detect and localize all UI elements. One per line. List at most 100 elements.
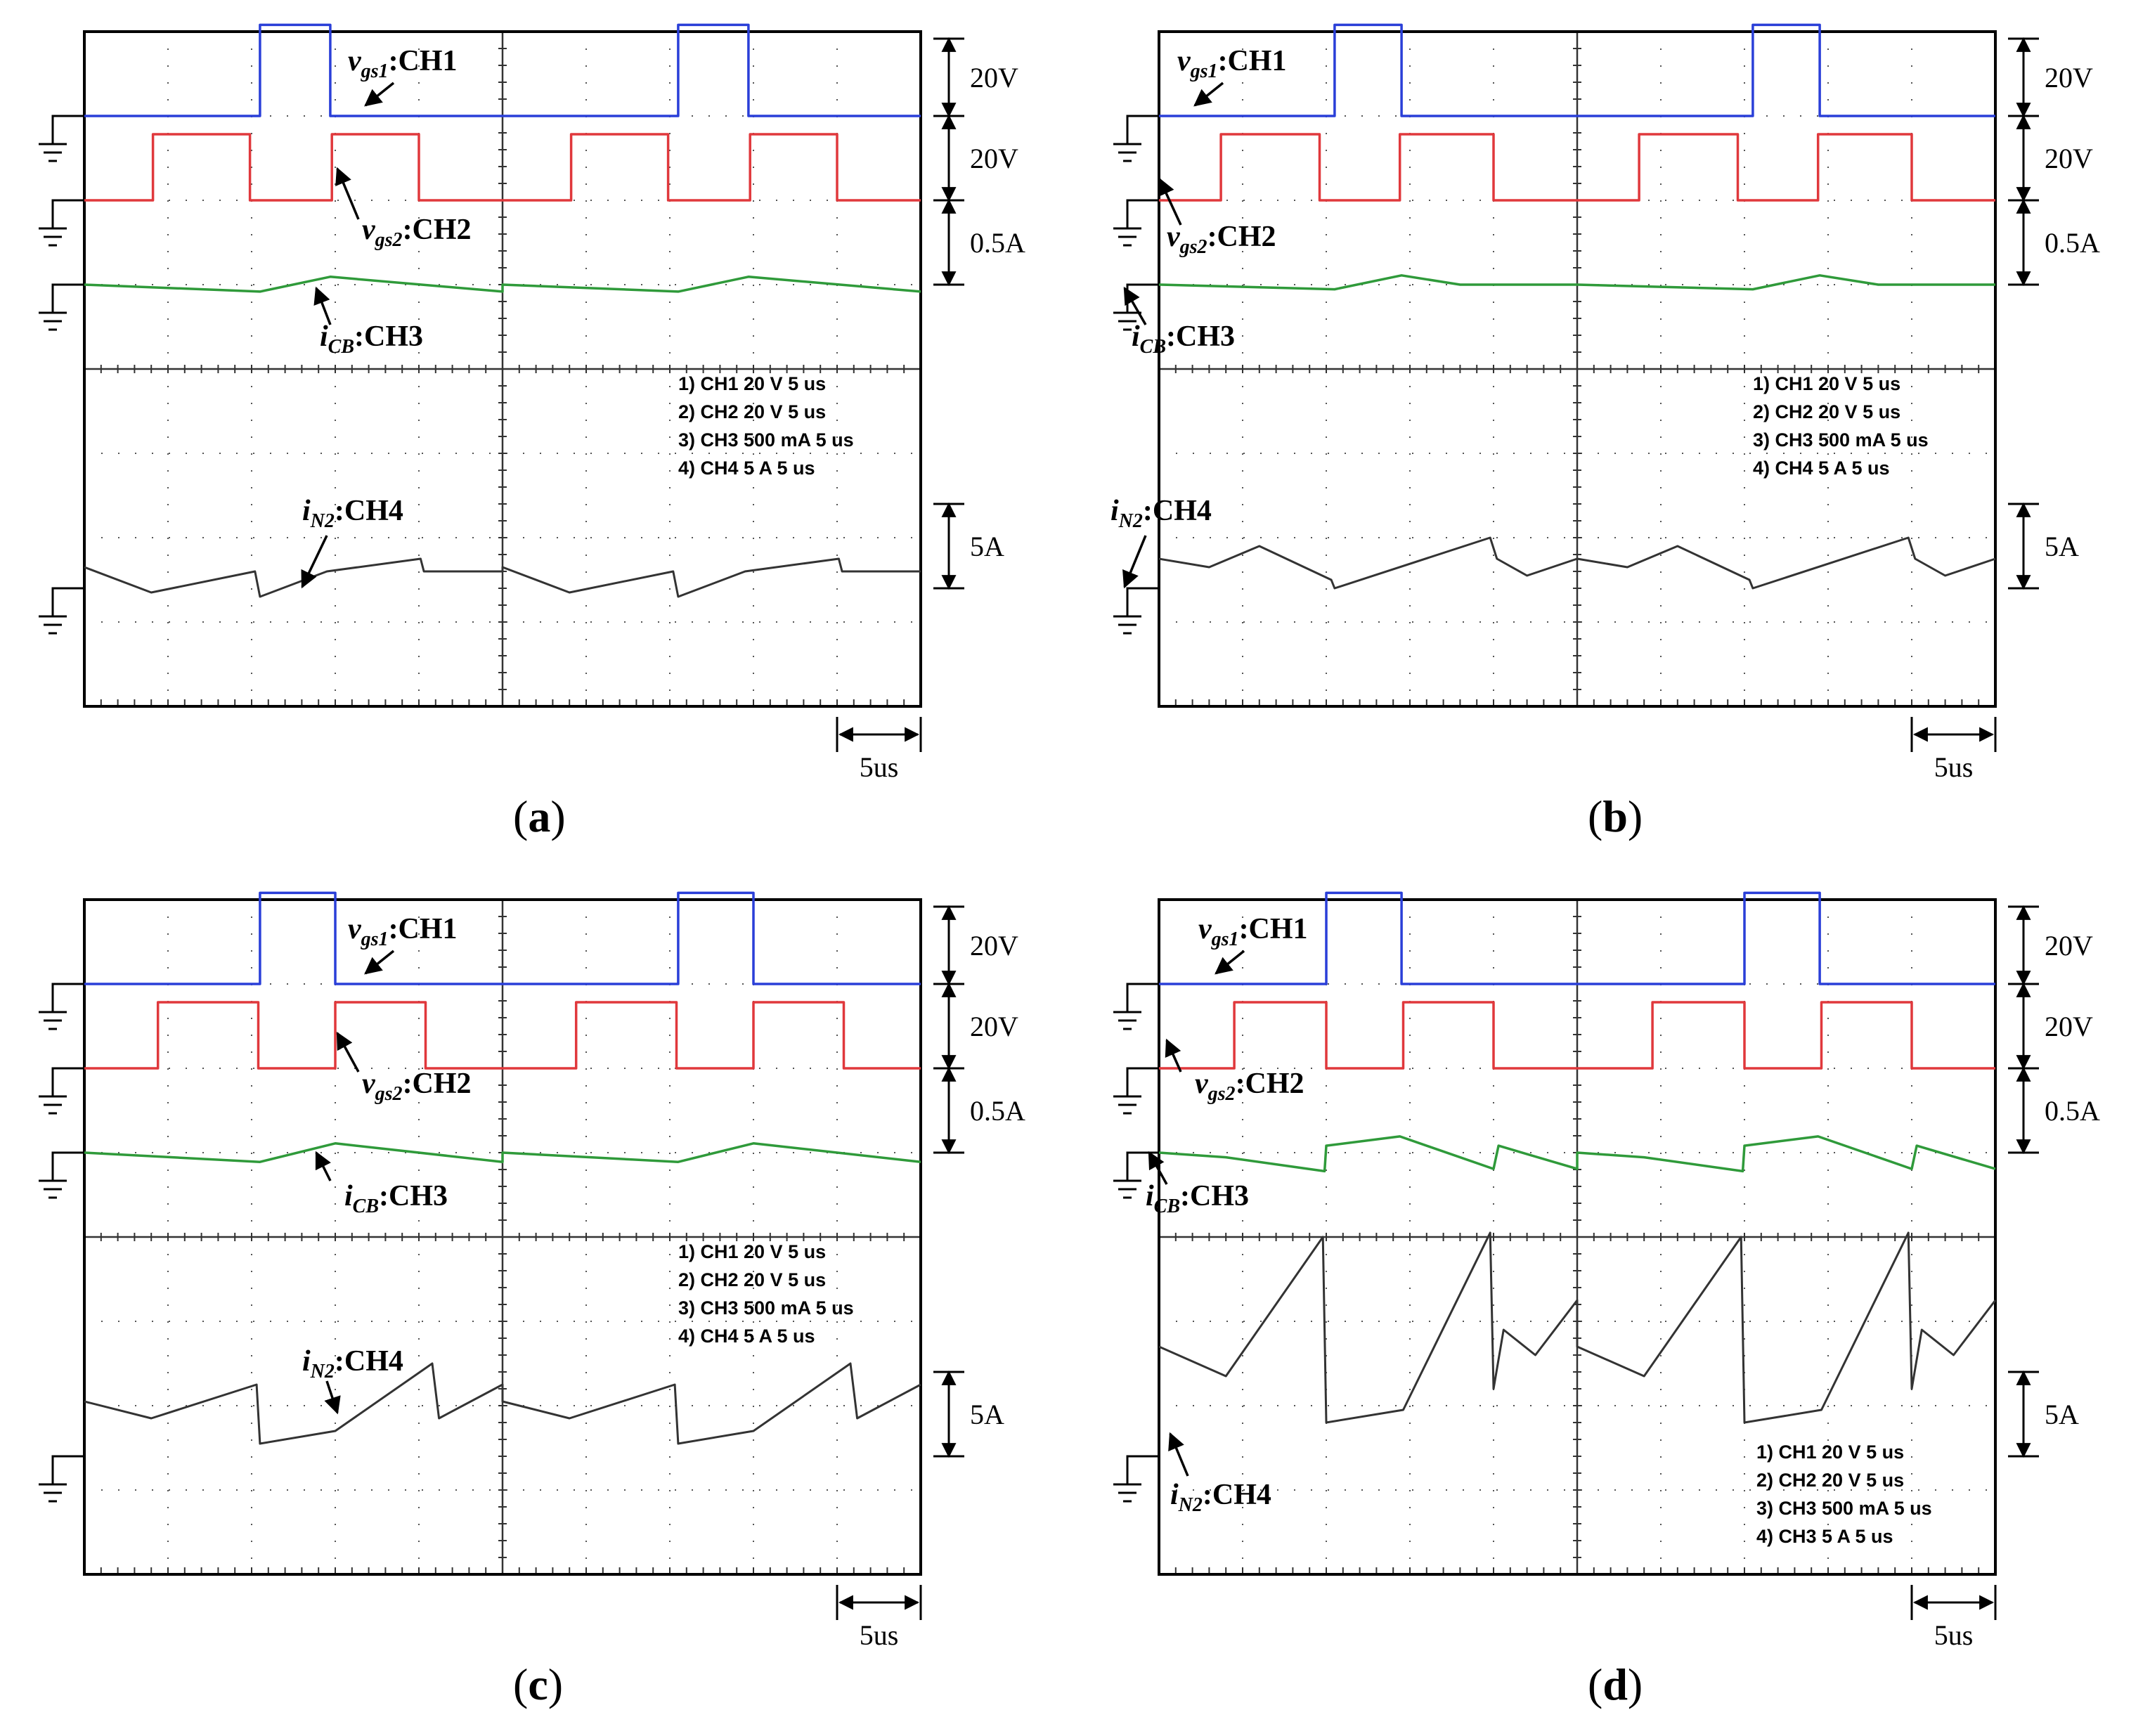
scope-grid xyxy=(1158,31,1996,707)
panel-b: 20V 20V 0.5A 5A 5us 1) CH1 20 V 5 us 2) CH2 20… xyxy=(1075,0,2149,868)
scale-label-1: 20V xyxy=(970,930,1018,961)
arrow-ch1 xyxy=(1193,82,1224,107)
trace-ch1 xyxy=(1159,23,1995,117)
scope-frame xyxy=(83,898,922,1576)
scale-label-3: 0.5A xyxy=(970,1095,1025,1127)
arrow-ch3 xyxy=(313,286,332,325)
trace-ch1 xyxy=(84,891,921,985)
arrow-ch3 xyxy=(315,1151,332,1181)
time-scale-label: 5us xyxy=(860,751,899,783)
scope-grid xyxy=(84,31,921,707)
label-ch4: iN2:CH4 xyxy=(302,1345,403,1382)
scope-grid xyxy=(1158,899,1996,1575)
label-ch1: vgs1:CH1 xyxy=(1177,45,1287,82)
scale-label-2: 20V xyxy=(2045,1011,2093,1042)
panel-label-open: ( xyxy=(513,791,529,841)
arrow-ch4 xyxy=(324,1380,341,1415)
label-ch3: iCB:CH3 xyxy=(1132,320,1235,358)
label-ch3: iCB:CH3 xyxy=(320,320,423,358)
scale-label-1: 20V xyxy=(2045,930,2093,961)
ground-marker-ch1 xyxy=(39,115,84,162)
panel-label-close: ) xyxy=(548,1659,564,1709)
trace-ch2 xyxy=(84,133,921,202)
panel-label: (b) xyxy=(1588,791,1643,843)
arrow-ch2 xyxy=(1158,177,1182,226)
trace-ch4 xyxy=(1158,536,1996,590)
settings-line-4: 4) CH3 5 A 5 us xyxy=(1756,1526,1893,1547)
scale-label-3: 0.5A xyxy=(2045,227,2100,259)
scope-chart-d: 20V 20V 0.5A 5A 5us 1) CH1 20 V 5 us 2) CH2 20… xyxy=(1113,891,2100,1651)
time-scale-label: 5us xyxy=(1934,1619,1974,1651)
panel-label-close: ) xyxy=(1627,791,1643,841)
settings-line-1: 1) CH1 20 V 5 us xyxy=(678,373,826,394)
label-ch1: vgs1:CH1 xyxy=(348,45,458,82)
settings-line-2: 2) CH2 20 V 5 us xyxy=(1756,1470,1904,1491)
panel-label: (c) xyxy=(513,1659,563,1711)
trace-ch4 xyxy=(1158,1231,1997,1424)
label-ch2: vgs2:CH2 xyxy=(362,214,472,251)
ground-marker-ch1 xyxy=(1113,115,1159,162)
label-ch4: iN2:CH4 xyxy=(302,495,403,532)
arrow-ch4 xyxy=(1168,1432,1189,1477)
arrow-ch1 xyxy=(364,950,395,975)
panel-label: (d) xyxy=(1588,1659,1643,1711)
scope-chart-c: 20V 20V 0.5A 5A 5us 1) CH1 20 V 5 us 2) CH2 20… xyxy=(39,891,1025,1651)
scope-frame xyxy=(83,30,922,708)
arrow-ch1 xyxy=(364,82,395,107)
arrow-ch2 xyxy=(335,167,360,220)
trace-ch1 xyxy=(1159,891,1995,985)
scale-label-4: 5A xyxy=(970,1399,1004,1430)
trace-ch4 xyxy=(84,1362,921,1445)
arrow-ch2 xyxy=(1165,1038,1182,1073)
scale-label-2: 20V xyxy=(970,1011,1018,1042)
scale-label-3: 0.5A xyxy=(970,227,1025,259)
ground-marker-ch3 xyxy=(39,1151,84,1199)
settings-line-2: 2) CH2 20 V 5 us xyxy=(1753,401,1900,422)
settings-line-3: 3) CH3 500 mA 5 us xyxy=(1756,1498,1932,1519)
scale-label-2: 20V xyxy=(2045,143,2093,174)
ground-marker-ch2 xyxy=(1113,199,1159,247)
label-ch3: iCB:CH3 xyxy=(344,1180,448,1217)
scale-label-1: 20V xyxy=(2045,62,2093,93)
panel-label-close: ) xyxy=(1627,1659,1643,1709)
panel-label-open: ( xyxy=(1588,791,1603,841)
scale-label-2: 20V xyxy=(970,143,1018,174)
settings-line-4: 4) CH4 5 A 5 us xyxy=(1753,458,1890,479)
label-ch4: iN2:CH4 xyxy=(1110,495,1212,532)
settings-line-2: 2) CH2 20 V 5 us xyxy=(678,1269,826,1290)
settings-line-1: 1) CH1 20 V 5 us xyxy=(678,1241,826,1262)
ground-marker-ch2 xyxy=(39,199,84,247)
trace-ch3 xyxy=(1158,274,1995,291)
scale-label-4: 5A xyxy=(2045,1399,2079,1430)
label-ch2: vgs2:CH2 xyxy=(1167,221,1276,258)
settings-line-4: 4) CH4 5 A 5 us xyxy=(678,1326,815,1347)
panel-a: 20V 20V 0.5A 5A 5us 1) CH1 20 V 5 us 2) CH2 20… xyxy=(0,0,1075,868)
panel-label-letter: b xyxy=(1602,791,1628,841)
trace-ch3 xyxy=(84,276,921,293)
panel-label-letter: c xyxy=(528,1659,548,1709)
trace-ch2 xyxy=(84,1001,921,1070)
arrow-ch3 xyxy=(1148,1151,1168,1185)
settings-line-2: 2) CH2 20 V 5 us xyxy=(678,401,826,422)
panel-label-open: ( xyxy=(1588,1659,1603,1709)
ground-marker-ch1 xyxy=(1113,983,1159,1030)
ground-marker-ch4 xyxy=(1113,587,1159,635)
scope-frame xyxy=(1158,30,1997,708)
panel-label-letter: d xyxy=(1602,1659,1628,1709)
ground-marker-ch1 xyxy=(39,983,84,1030)
ground-marker-ch2 xyxy=(39,1067,84,1115)
trace-ch2 xyxy=(1159,133,1995,202)
trace-ch4 xyxy=(84,557,921,598)
scope-grid xyxy=(84,899,921,1575)
settings-line-3: 3) CH3 500 mA 5 us xyxy=(678,1297,854,1319)
ground-marker-ch2 xyxy=(1113,1067,1159,1115)
label-ch1: vgs1:CH1 xyxy=(1198,913,1308,950)
label-ch2: vgs2:CH2 xyxy=(362,1068,472,1105)
label-ch4: iN2:CH4 xyxy=(1170,1479,1271,1516)
scope-frame xyxy=(1158,898,1997,1576)
ground-marker-ch4 xyxy=(39,587,84,635)
scale-label-3: 0.5A xyxy=(2045,1095,2100,1127)
label-ch3: iCB:CH3 xyxy=(1146,1180,1249,1217)
arrow-ch3 xyxy=(1123,286,1147,325)
